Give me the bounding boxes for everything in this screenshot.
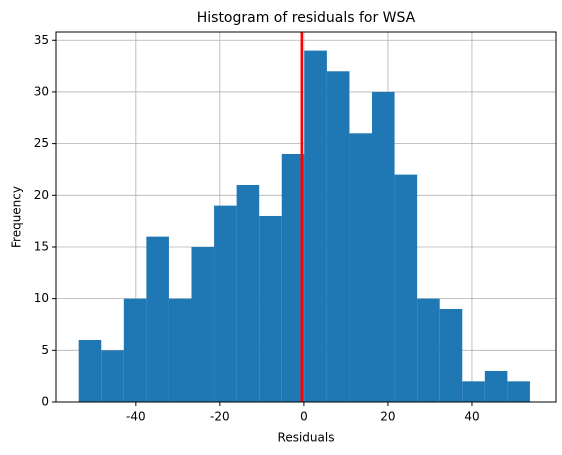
bar: [146, 236, 169, 402]
y-tick-label: 20: [34, 188, 49, 202]
x-tick-label: -40: [126, 410, 146, 424]
bar: [214, 205, 237, 402]
y-axis-label: Frequency: [10, 186, 24, 248]
bar: [349, 133, 373, 402]
y-tick-label: 30: [34, 84, 49, 98]
bar: [507, 381, 530, 402]
bar: [191, 246, 215, 402]
y-tick-label: 0: [41, 395, 49, 409]
x-tick-label: 20: [380, 410, 395, 424]
y-tick-label: 35: [34, 33, 49, 47]
y-tick-label: 25: [34, 136, 49, 150]
bar: [236, 184, 260, 402]
bar: [326, 71, 350, 402]
y-tick-label: 5: [41, 343, 49, 357]
x-tick-label: 0: [300, 410, 308, 424]
x-axis-label: Residuals: [278, 431, 335, 445]
bar: [304, 50, 327, 402]
bar: [484, 370, 508, 402]
bar: [439, 308, 463, 402]
bar: [101, 350, 124, 402]
bar: [259, 215, 282, 402]
bar: [78, 339, 102, 402]
bar: [168, 298, 192, 402]
bar: [417, 298, 440, 402]
chart-title: Histogram of residuals for WSA: [197, 10, 416, 26]
bar: [281, 153, 305, 402]
y-tick-label: 10: [34, 291, 49, 305]
bar: [372, 91, 395, 402]
bar: [394, 174, 418, 402]
bar: [462, 381, 485, 402]
y-tick-label: 15: [34, 239, 49, 253]
bar: [123, 298, 147, 402]
x-tick-label: 40: [464, 410, 479, 424]
x-tick-label: -20: [210, 410, 230, 424]
plot-frame: [55, 31, 557, 403]
